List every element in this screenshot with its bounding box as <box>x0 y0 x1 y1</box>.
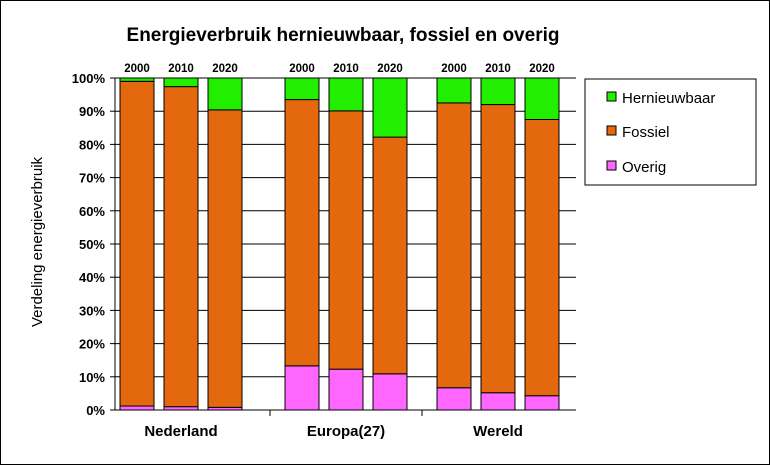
bar-fossiel <box>163 86 199 408</box>
y-tick-label: 30% <box>79 303 105 318</box>
bar-year-label: 2000 <box>124 63 150 75</box>
legend-label-hernieuwbaar: Hernieuwbaar <box>622 90 715 107</box>
bar-hernieuwbaar <box>436 77 472 104</box>
y-tick-label: 90% <box>79 104 105 119</box>
bar-hernieuwbaar <box>119 77 155 82</box>
group-label: Nederland <box>144 423 217 440</box>
bar-hernieuwbaar <box>207 77 243 111</box>
bar-hernieuwbaar <box>284 77 320 101</box>
bar-overig <box>480 392 516 411</box>
legend-swatch-hernieuwbaar <box>606 91 617 102</box>
bar-hernieuwbaar <box>480 77 516 106</box>
y-axis-label: Verdeling energieverbruik <box>29 156 46 327</box>
bar-hernieuwbaar <box>524 77 560 120</box>
bar-year-label: 2010 <box>168 63 194 75</box>
y-tick-label: 20% <box>79 337 105 352</box>
bar-overig <box>328 368 364 411</box>
bar-hernieuwbaar <box>372 77 408 138</box>
bar-fossiel <box>284 99 320 367</box>
bar-year-label: 2020 <box>212 63 238 75</box>
bar-fossiel <box>372 136 408 375</box>
bar-fossiel <box>436 102 472 389</box>
bar-overig <box>119 405 155 411</box>
bar-hernieuwbaar <box>163 77 199 88</box>
group-label: Europa(27) <box>307 423 385 440</box>
bar-fossiel <box>328 110 364 370</box>
bar-fossiel <box>119 80 155 407</box>
bar-year-label: 2000 <box>289 63 315 75</box>
bar-year-label: 2010 <box>485 63 511 75</box>
legend-swatch-fossiel <box>606 125 617 136</box>
group-label: Wereld <box>473 423 523 440</box>
bar-fossiel <box>207 109 243 408</box>
bar-overig <box>436 387 472 411</box>
y-tick-label: 10% <box>79 370 105 385</box>
bar-fossiel <box>480 104 516 394</box>
y-tick-label: 80% <box>79 137 105 152</box>
legend-label-overig: Overig <box>622 159 666 176</box>
y-tick-label: 100% <box>72 71 106 86</box>
bar-year-label: 2020 <box>529 63 555 75</box>
bar-fossiel <box>524 119 560 397</box>
bar-overig <box>284 365 320 411</box>
y-tick-label: 50% <box>79 237 105 252</box>
bar-year-label: 2020 <box>377 63 403 75</box>
chart-title: Energieverbruik hernieuwbaar, fossiel en… <box>127 25 560 46</box>
legend-swatch-overig <box>606 160 617 171</box>
bar-year-label: 2000 <box>441 63 467 75</box>
bar-overig <box>372 373 408 411</box>
legend-label-fossiel: Fossiel <box>622 124 670 141</box>
y-tick-label: 40% <box>79 270 105 285</box>
bar-overig <box>524 395 560 411</box>
y-tick-label: 70% <box>79 171 105 186</box>
bar-hernieuwbaar <box>328 77 364 112</box>
y-tick-label: 60% <box>79 204 105 219</box>
bar-year-label: 2010 <box>333 63 359 75</box>
y-tick-label: 0% <box>86 403 105 418</box>
